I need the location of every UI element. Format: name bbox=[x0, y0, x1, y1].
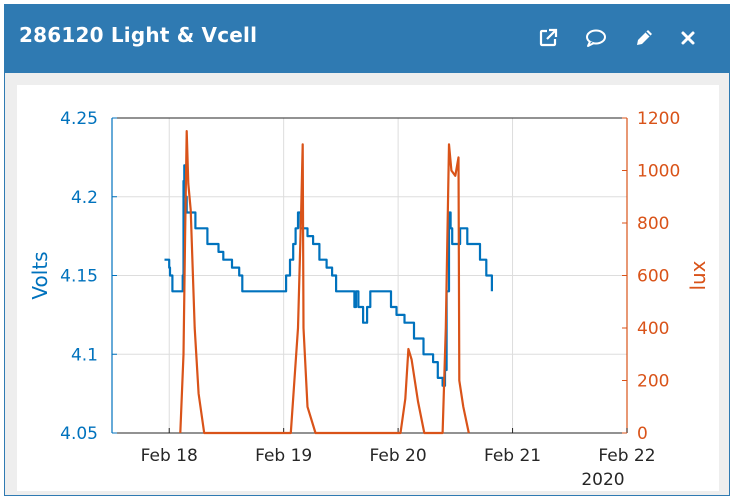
close-icon[interactable] bbox=[675, 25, 701, 51]
widget-title: 286120 Light & Vcell bbox=[19, 23, 258, 47]
x-tick-label: Feb 18 bbox=[141, 446, 198, 466]
y-left-tick-label: 4.1 bbox=[71, 345, 98, 365]
x-tick-label: Feb 20 bbox=[370, 446, 427, 466]
y-right-tick-label: 0 bbox=[637, 424, 648, 444]
chart-svg: Feb 18 Feb 19 Feb 20 Feb 21 Feb 22 2020 4.05 4.… bbox=[28, 109, 710, 490]
y-right-tick-label: 200 bbox=[637, 372, 669, 392]
x-tick-label: Feb 19 bbox=[255, 446, 312, 466]
x-tick-label: Feb 22 bbox=[598, 446, 655, 466]
y-right-tick-label: 400 bbox=[637, 319, 669, 339]
y-left-tick-label: 4.15 bbox=[60, 267, 98, 287]
y-left-tick-label: 4.2 bbox=[71, 188, 98, 208]
x-tick-label: Feb 21 bbox=[484, 446, 541, 466]
y-left-tick-label: 4.25 bbox=[60, 109, 98, 129]
volts-series-line bbox=[164, 164, 493, 387]
x-secondary-label: 2020 bbox=[581, 470, 624, 490]
chart-panel: Feb 18 Feb 19 Feb 20 Feb 21 Feb 22 2020 4.05 4.… bbox=[17, 85, 719, 491]
y-left-axis-title: Volts bbox=[28, 251, 52, 299]
chart-widget: 286120 Light & Vcell bbox=[4, 4, 730, 496]
widget-header: 286120 Light & Vcell bbox=[5, 5, 729, 73]
y-left-tick-label: 4.05 bbox=[60, 424, 98, 444]
pencil-icon[interactable] bbox=[631, 25, 657, 51]
external-link-icon[interactable] bbox=[535, 25, 561, 51]
lux-series-line bbox=[179, 130, 470, 435]
y-right-tick-label: 1200 bbox=[637, 109, 680, 129]
comment-icon[interactable] bbox=[583, 25, 609, 51]
y-right-tick-label: 600 bbox=[637, 267, 669, 287]
y-right-axis-title: lux bbox=[686, 260, 710, 290]
y-right-tick-label: 1000 bbox=[637, 162, 680, 182]
y-right-tick-label: 800 bbox=[637, 214, 669, 234]
